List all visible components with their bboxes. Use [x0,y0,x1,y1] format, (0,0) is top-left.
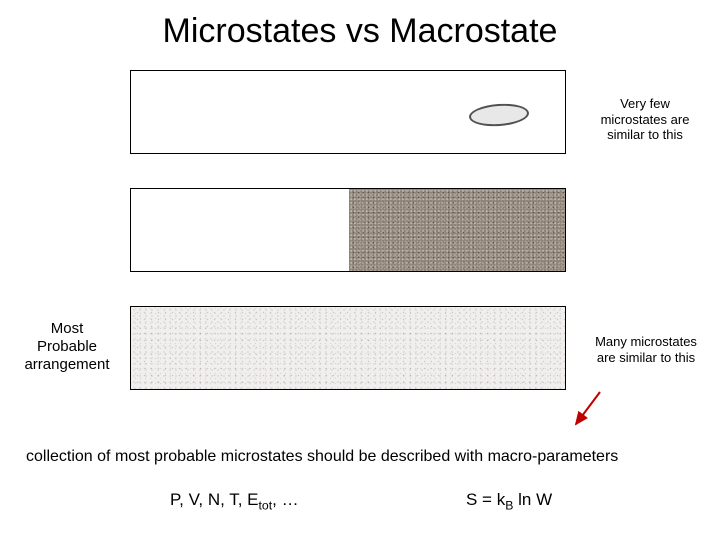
annotation-line: are similar to this [597,350,695,365]
formula-part: , … [272,490,298,509]
particle-fill-uniform [131,307,565,389]
state-box-concentrated [130,70,566,154]
annotation-line: Probable [37,338,97,355]
particle-ring [468,102,529,128]
formula-part: P, V, N, T, E [170,490,259,509]
annotation-many-microstates: Many microstates are similar to this [576,334,716,365]
annotation-most-probable: Most Probable arrangement [12,320,122,374]
formula-macro-parameters: P, V, N, T, Etot, … [170,490,299,510]
state-box-uniform [130,306,566,390]
formula-entropy: S = kB ln W [466,490,552,510]
slide-title: Microstates vs Macrostate [163,12,558,51]
particle-fill-half [349,189,565,271]
annotation-line: Most [51,320,84,337]
annotation-line: microstates are [601,112,690,127]
annotation-line: Very few [620,96,670,111]
annotation-line: arrangement [24,356,109,373]
text-collection-sentence: collection of most probable microstates … [26,448,618,466]
annotation-line: similar to this [607,127,683,142]
state-box-half [130,188,566,272]
annotation-few-microstates: Very few microstates are similar to this [580,96,710,143]
formula-part: ln W [513,490,552,509]
formula-part: S = k [466,490,505,509]
formula-subscript: tot [259,498,273,512]
annotation-line: Many microstates [595,334,697,349]
